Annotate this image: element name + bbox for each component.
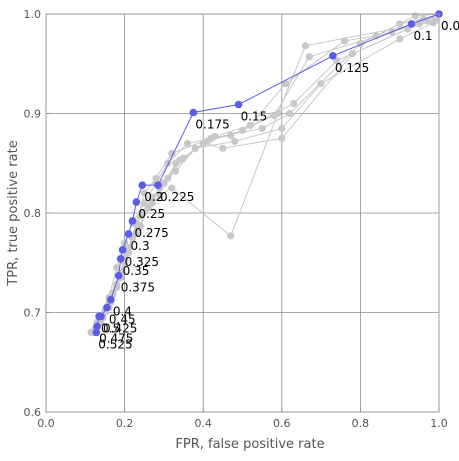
highlighted-series-point	[329, 51, 337, 60]
threshold-label: 0.4	[113, 305, 132, 319]
point-labels: 0.0250.10.1250.150.1750.2250.20.250.2750…	[98, 19, 459, 351]
background-series-point	[238, 126, 247, 135]
highlighted-series-point	[92, 328, 101, 337]
background-series-point	[278, 124, 286, 133]
highlighted-series-point	[107, 295, 115, 304]
background-series-point	[231, 137, 239, 145]
threshold-label: 0.375	[121, 281, 155, 295]
highlighted-series-point	[114, 271, 123, 280]
background-series-point	[160, 179, 168, 187]
background-series-point	[411, 12, 420, 20]
y-tick-label: 0.6	[24, 406, 42, 419]
highlighted-curve	[92, 10, 443, 337]
background-series-point	[156, 191, 164, 199]
background-series-point	[148, 193, 156, 201]
background-series-point	[348, 50, 357, 58]
background-series-point	[258, 124, 266, 133]
highlighted-series-point	[124, 230, 133, 238]
x-tick-label: 0.4	[194, 417, 212, 430]
background-series-point	[289, 99, 298, 108]
highlighted-series-point	[138, 181, 147, 189]
background-series-point	[121, 239, 129, 247]
threshold-label: 0.45	[109, 313, 136, 327]
x-tick-label: 0.2	[116, 417, 134, 430]
background-series-point	[219, 144, 227, 152]
highlighted-series-point	[132, 198, 141, 206]
background-series-point	[140, 189, 148, 197]
highlighted-series-point	[154, 181, 162, 189]
background-series-point	[396, 35, 404, 43]
highlighted-series-point	[128, 217, 137, 225]
threshold-label: 0.15	[241, 110, 268, 124]
threshold-label: 0.275	[134, 226, 168, 240]
highlighted-series-point	[95, 312, 103, 321]
x-tick-label: 1.0	[430, 417, 448, 430]
background-series-point	[132, 229, 140, 237]
highlighted-series-point	[234, 100, 243, 109]
background-series-point	[278, 134, 286, 142]
threshold-label: 0.5	[101, 321, 120, 335]
background-series-point	[317, 80, 325, 88]
background-series-point	[168, 184, 176, 192]
background-series-point	[113, 264, 121, 272]
background-series-point	[140, 199, 148, 207]
threshold-label: 0.3	[131, 239, 150, 253]
threshold-label: 0.1	[413, 29, 432, 43]
y-tick-label: 1.0	[24, 8, 42, 21]
highlighted-series-point	[407, 20, 416, 28]
threshold-label: 0.325	[125, 255, 159, 269]
threshold-label: 0.35	[123, 264, 150, 278]
threshold-label: 0.525	[98, 337, 132, 351]
x-axis-label: FPR, false positive rate	[175, 437, 324, 452]
axis-ticks: 0.0 0.2 0.4 0.6 0.8 1.0 0.6 0.7 0.8 0.9 1.0	[24, 8, 448, 430]
background-series-point	[431, 17, 439, 25]
background-series-point	[183, 139, 192, 147]
background-series-point	[144, 204, 152, 212]
highlighted-series-point	[118, 246, 127, 254]
x-tick-label: 0.6	[273, 417, 291, 430]
background-series-point	[282, 80, 290, 88]
background-series-point	[199, 139, 207, 147]
y-tick-label: 0.8	[24, 207, 42, 220]
threshold-label: 0.025	[441, 19, 459, 33]
threshold-label: 0.125	[335, 61, 369, 75]
threshold-label: 0.425	[103, 321, 137, 335]
threshold-label: 0.2	[144, 190, 163, 204]
x-tick-label: 0.0	[37, 417, 55, 430]
y-tick-label: 0.7	[24, 307, 42, 320]
background-series-point	[286, 109, 294, 118]
y-tick-label: 0.9	[24, 108, 42, 121]
background-series-point	[227, 232, 235, 240]
background-series-point	[333, 57, 341, 65]
highlighted-series-point	[103, 303, 111, 312]
background-series-point	[305, 53, 313, 61]
background-series-point	[168, 149, 176, 157]
highlighted-series-point	[189, 108, 198, 117]
y-axis-label: TPR, true positive rate	[6, 140, 21, 286]
threshold-label: 0.25	[138, 207, 165, 221]
highlighted-series-point	[116, 254, 125, 263]
threshold-label: 0.475	[99, 331, 133, 345]
threshold-label: 0.225	[160, 190, 194, 204]
x-tick-label: 0.8	[352, 417, 370, 430]
background-series-point	[301, 42, 309, 50]
background-series-point	[172, 159, 180, 167]
threshold-label: 0.175	[195, 118, 229, 132]
background-series-point	[172, 167, 180, 175]
background-series-point	[403, 25, 412, 33]
highlighted-series-point	[93, 322, 101, 331]
background-series-point	[138, 209, 146, 217]
background-series-point	[274, 109, 282, 118]
